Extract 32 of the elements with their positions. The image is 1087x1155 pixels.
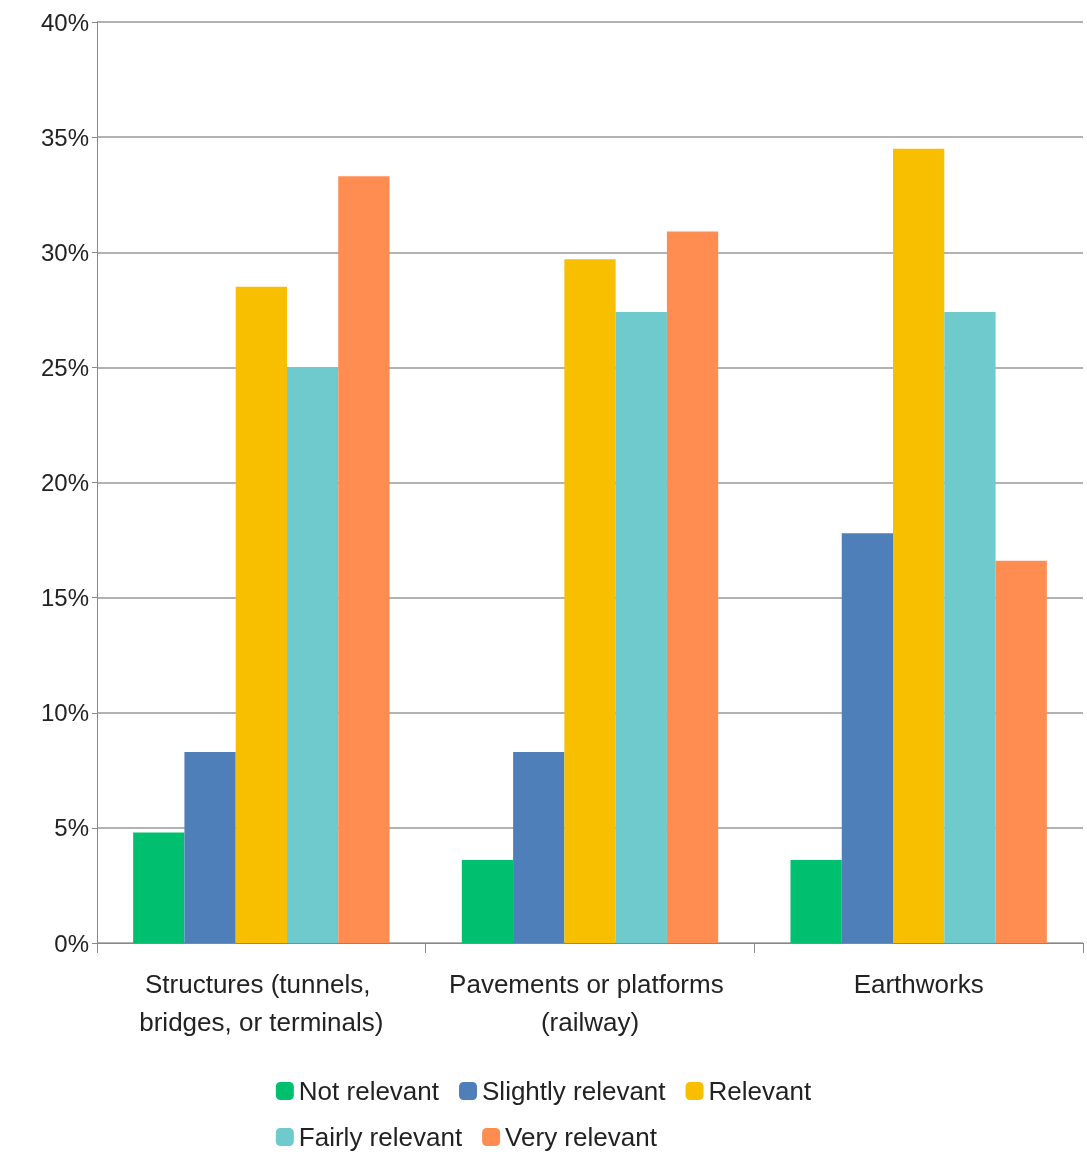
legend-label: Slightly relevant bbox=[482, 1076, 667, 1106]
y-tick-label: 20% bbox=[40, 469, 89, 496]
legend-label: Not relevant bbox=[298, 1076, 440, 1106]
bar bbox=[841, 533, 894, 943]
y-tick-label: 15% bbox=[40, 584, 89, 612]
bar bbox=[338, 176, 390, 943]
y-tick-label: 10% bbox=[40, 699, 89, 727]
bar bbox=[184, 751, 236, 943]
y-tick-label: 35% bbox=[40, 123, 89, 151]
bar bbox=[790, 860, 842, 943]
y-tick-label: 5% bbox=[54, 814, 89, 842]
bar bbox=[133, 832, 185, 943]
y-tick-label: 25% bbox=[40, 353, 89, 381]
bar bbox=[995, 560, 1047, 943]
bar bbox=[564, 259, 616, 943]
legend-label: Very relevant bbox=[505, 1122, 658, 1152]
y-tick-label: 40% bbox=[40, 8, 89, 36]
x-tick-label: Structures (tunnels, bridges, or terminals) bbox=[139, 969, 384, 1037]
x-tick-label: Earthworks bbox=[853, 969, 984, 999]
bar bbox=[235, 286, 287, 943]
legend-label: Fairly relevant bbox=[298, 1122, 463, 1152]
y-tick-label: 0% bbox=[54, 929, 89, 957]
legend-label: Relevant bbox=[708, 1076, 812, 1106]
bar bbox=[286, 367, 339, 943]
bar bbox=[944, 312, 996, 943]
bar bbox=[666, 231, 719, 943]
bar bbox=[615, 312, 667, 943]
bar bbox=[513, 751, 565, 943]
x-tick-label: Pavements or platforms (railway) bbox=[449, 969, 731, 1037]
bar bbox=[893, 148, 945, 943]
y-tick-label: 30% bbox=[40, 238, 89, 266]
bar bbox=[461, 860, 514, 943]
